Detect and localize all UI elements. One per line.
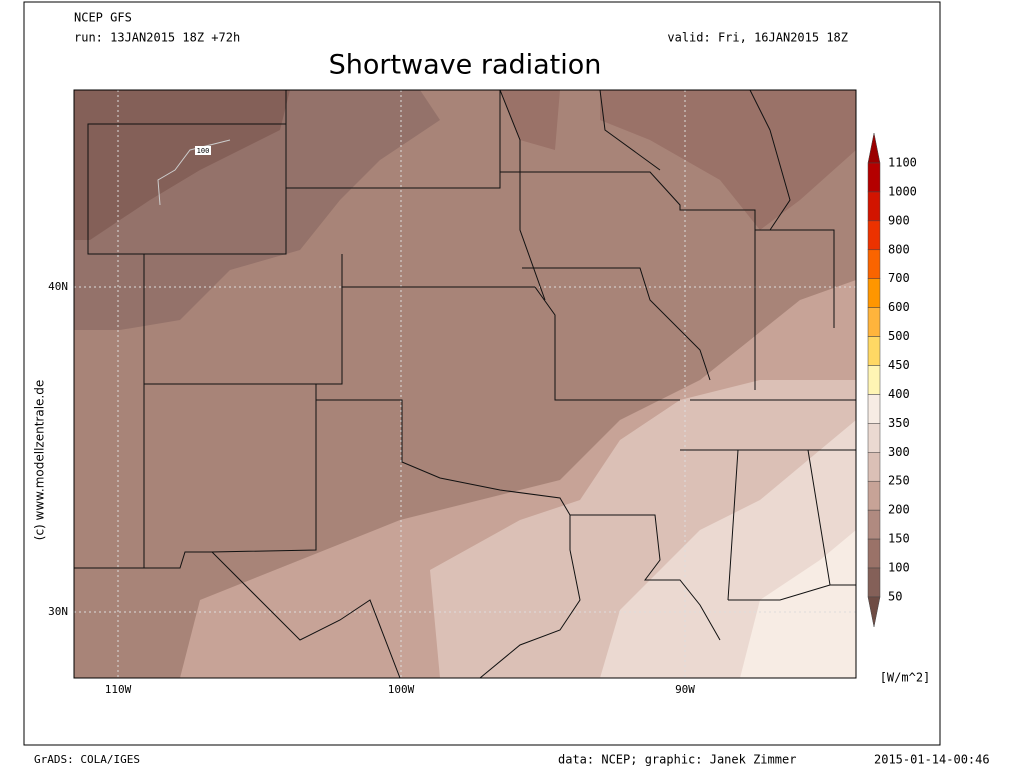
- colorbar-swatch: [867, 249, 881, 279]
- colorbar-label: 800: [888, 242, 910, 256]
- contour-box: [195, 146, 211, 155]
- colorbar-swatch: [867, 538, 881, 569]
- colorbar-label: 250: [888, 474, 910, 488]
- state-borders: [74, 90, 856, 678]
- colorbar-label: 300: [888, 445, 910, 459]
- colorbar-label: 600: [888, 300, 910, 314]
- colorbar-swatch: [867, 220, 881, 251]
- colorbar-swatch: [867, 278, 881, 308]
- colorbar-arrow: [867, 596, 881, 627]
- colorbar-label: 350: [888, 416, 910, 430]
- map: 100: [73, 89, 857, 679]
- model: NCEP GFS: [74, 11, 132, 25]
- credit: (c) www.modellzentrale.de: [33, 380, 47, 540]
- colorbar-swatch: [867, 509, 881, 540]
- colorbar-label: 450: [888, 358, 910, 372]
- colorbar-swatch: [867, 191, 881, 222]
- colorbar-label: 500: [888, 329, 910, 343]
- lon-label: 110W: [105, 683, 132, 696]
- colorbar-arrow: [867, 132, 881, 164]
- title: Shortwave radiation: [329, 50, 602, 81]
- colorbar-label: 1100: [888, 156, 917, 170]
- lat-label: 30N: [48, 605, 68, 618]
- colorbar-swatch: [867, 480, 881, 511]
- footer-left: GrADS: COLA/IGES: [34, 753, 140, 766]
- run: run: 13JAN2015 18Z +72h: [74, 31, 240, 45]
- colorbar-swatch: [867, 336, 881, 366]
- colorbar-label: 50: [888, 589, 902, 603]
- colorbar-label: 700: [888, 271, 910, 285]
- colorbar-label: 200: [888, 503, 910, 517]
- lon-label: 90W: [675, 683, 695, 696]
- colorbar-unit: [W/m^2]: [880, 671, 931, 685]
- frame: [23, 1, 941, 746]
- footer-right: 2015-01-14-00:46: [874, 753, 990, 767]
- colorbar-label: 150: [888, 532, 910, 546]
- colorbar-swatch: [867, 307, 881, 337]
- colorbar-label: 400: [888, 387, 910, 401]
- shade: [74, 90, 290, 240]
- colorbar-label: 1000: [888, 184, 917, 198]
- colorbar-swatch: [867, 394, 881, 424]
- lat-label: 40N: [48, 280, 68, 293]
- colorbar-swatch: [867, 567, 881, 598]
- colorbar-swatch: [867, 365, 881, 395]
- colorbar-swatch: [867, 162, 881, 193]
- colorbar-swatch: [867, 452, 881, 482]
- colorbar-swatch: [867, 423, 881, 453]
- colorbar-label: 100: [888, 561, 910, 575]
- footer-center: data: NCEP; graphic: Janek Zimmer: [558, 753, 796, 767]
- lon-label: 100W: [388, 683, 415, 696]
- valid: valid: Fri, 16JAN2015 18Z: [667, 31, 848, 45]
- colorbar-label: 900: [888, 213, 910, 227]
- contour-label: 100: [197, 147, 210, 155]
